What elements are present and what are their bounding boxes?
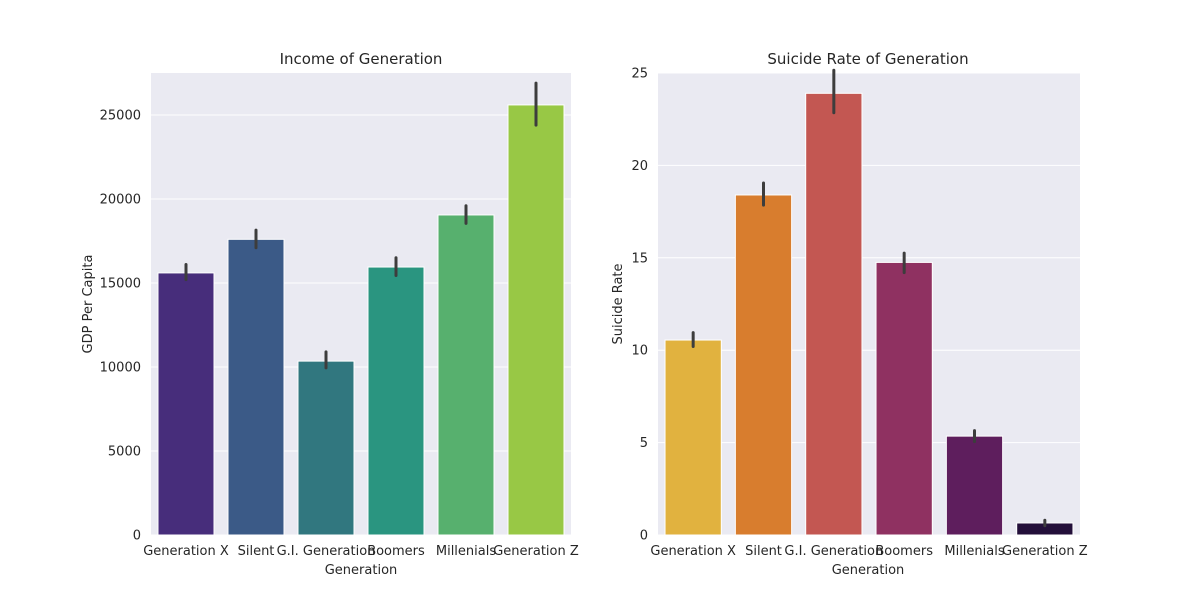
income-x-axis-label: Generation [325, 563, 398, 578]
suicide-plot-area [658, 73, 1080, 535]
suicide-y-tick-label: 20 [631, 159, 648, 174]
income-y-tick-label: 5000 [108, 445, 141, 460]
income-bar [507, 104, 565, 536]
suicide-y-tick-label: 5 [640, 436, 648, 451]
suicide-y-tick-label: 0 [640, 529, 648, 544]
suicide-x-axis-label: Generation [832, 563, 905, 578]
suicide-y-axis-label: Suicide Rate [611, 263, 626, 344]
income-y-tick-label: 10000 [100, 361, 141, 376]
income-bar [367, 266, 425, 536]
income-x-tick-label: Generation X [143, 544, 229, 559]
income-x-tick-label: G.I. Generation [277, 544, 376, 559]
income-x-tick-label: Boomers [367, 544, 425, 559]
suicide-bar [875, 261, 933, 536]
suicide-y-tick-label: 15 [631, 251, 648, 266]
suicide-y-tick-label: 25 [631, 67, 648, 82]
suicide-x-tick-label: Generation Z [1002, 544, 1088, 559]
suicide-x-tick-label: Boomers [875, 544, 933, 559]
suicide-rate-chart: Suicide Rate of Generation Generation Su… [611, 50, 1088, 578]
suicide-bar [805, 92, 863, 536]
income-y-axis-label: GDP Per Capita [81, 255, 96, 354]
suicide-x-tick-label: Generation X [650, 544, 736, 559]
income-plot-area [151, 73, 571, 535]
income-x-tick-label: Silent [238, 544, 275, 559]
suicide-y-tick-label: 10 [631, 344, 648, 359]
suicide-bar [664, 339, 722, 536]
suicide-x-tick-label: Millenials [944, 544, 1004, 559]
income-x-tick-label: Generation Z [493, 544, 579, 559]
suicide-bar [945, 435, 1004, 536]
income-y-tick-label: 20000 [100, 193, 141, 208]
suicide-x-tick-label: G.I. Generation [784, 544, 883, 559]
suicide-bar [734, 194, 793, 536]
income-bar [437, 214, 495, 536]
income-y-tick-label: 25000 [100, 109, 141, 124]
income-chart-title: Income of Generation [280, 50, 443, 68]
income-y-tick-label: 0 [133, 529, 141, 544]
income-x-tick-label: Millenials [436, 544, 496, 559]
income-y-tick-label: 15000 [100, 277, 141, 292]
income-bar [297, 360, 355, 536]
suicide-chart-title: Suicide Rate of Generation [767, 50, 968, 68]
income-bar [227, 238, 285, 536]
suicide-x-tick-label: Silent [745, 544, 782, 559]
income-chart: Income of Generation Generation GDP Per … [81, 50, 579, 578]
income-bar [157, 272, 215, 536]
